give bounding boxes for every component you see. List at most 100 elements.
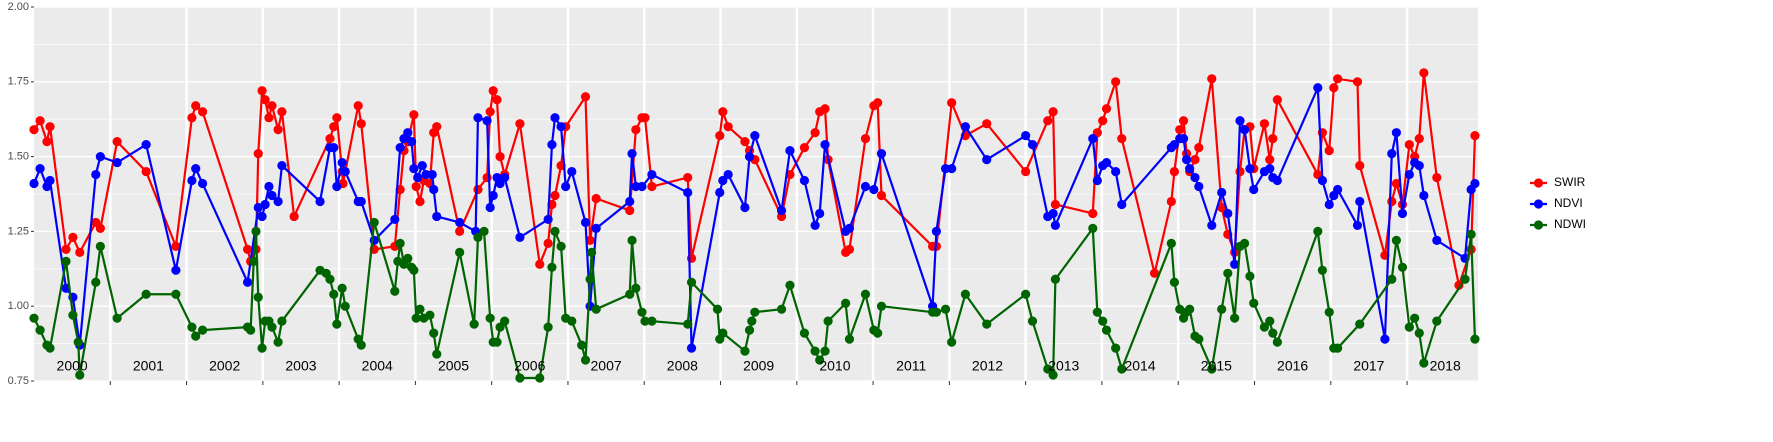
data-point bbox=[500, 316, 510, 326]
data-point bbox=[95, 223, 105, 234]
data-point bbox=[1169, 140, 1180, 150]
data-point bbox=[395, 143, 405, 153]
data-point bbox=[1329, 83, 1339, 93]
data-point bbox=[1111, 343, 1121, 353]
data-point bbox=[395, 238, 405, 248]
data-point bbox=[1414, 328, 1424, 338]
data-point bbox=[75, 370, 85, 380]
data-point bbox=[1419, 68, 1429, 78]
data-point bbox=[1265, 154, 1275, 165]
data-point bbox=[815, 208, 825, 219]
data-point bbox=[469, 319, 479, 329]
data-point bbox=[1249, 184, 1259, 195]
data-point bbox=[1268, 328, 1278, 338]
data-point bbox=[187, 175, 197, 186]
data-point bbox=[860, 134, 871, 144]
data-point bbox=[1419, 358, 1429, 368]
data-point bbox=[683, 172, 693, 183]
data-point bbox=[29, 125, 39, 135]
data-point bbox=[42, 137, 52, 147]
data-point bbox=[485, 202, 495, 213]
data-point bbox=[1166, 196, 1176, 207]
data-point bbox=[35, 116, 45, 126]
data-point bbox=[1111, 77, 1121, 87]
data-point bbox=[1355, 196, 1365, 207]
data-point bbox=[112, 137, 122, 147]
data-point bbox=[492, 337, 502, 347]
data-point bbox=[273, 337, 283, 347]
data-point bbox=[273, 125, 283, 135]
data-point bbox=[543, 322, 553, 332]
data-point bbox=[1117, 134, 1127, 144]
data-point bbox=[411, 181, 421, 192]
data-point bbox=[1230, 259, 1240, 269]
data-point bbox=[1355, 319, 1365, 329]
data-point bbox=[820, 140, 830, 150]
data-point bbox=[1414, 160, 1424, 171]
data-point bbox=[844, 244, 855, 254]
data-point bbox=[427, 169, 437, 180]
data-point bbox=[253, 292, 263, 302]
data-point bbox=[718, 107, 728, 117]
data-point bbox=[390, 214, 400, 225]
data-point bbox=[29, 178, 39, 189]
data-point bbox=[277, 107, 287, 117]
year-label: 2000 bbox=[57, 358, 88, 374]
data-point bbox=[683, 319, 693, 329]
labels: 0.75 1.00 1.25 1.50 1.75 2.00 2000 2001 2002 2003… bbox=[8, 1, 1586, 387]
data-point bbox=[73, 337, 83, 347]
data-point bbox=[686, 343, 697, 353]
data-point bbox=[810, 346, 820, 356]
data-point bbox=[515, 119, 525, 129]
data-point bbox=[982, 119, 992, 129]
data-point bbox=[1272, 95, 1282, 105]
data-point bbox=[627, 149, 637, 159]
data-point bbox=[45, 343, 55, 353]
data-point bbox=[550, 113, 560, 123]
data-point bbox=[561, 181, 571, 192]
data-point bbox=[403, 128, 413, 138]
data-point bbox=[1272, 175, 1282, 186]
data-point bbox=[515, 373, 525, 383]
data-point bbox=[823, 316, 833, 326]
data-point bbox=[841, 298, 851, 308]
data-point bbox=[1050, 220, 1061, 231]
data-point bbox=[1021, 131, 1031, 141]
data-point bbox=[251, 226, 261, 236]
data-point bbox=[1333, 74, 1343, 84]
data-point bbox=[686, 277, 697, 287]
data-point bbox=[647, 316, 657, 326]
year-label: 2006 bbox=[514, 358, 545, 374]
y-tick-label: 1.25 bbox=[8, 225, 29, 237]
data-point bbox=[625, 205, 635, 216]
data-point bbox=[1391, 128, 1401, 138]
data-point bbox=[1265, 316, 1275, 326]
data-point bbox=[1391, 178, 1401, 189]
data-point bbox=[1217, 304, 1227, 314]
data-point bbox=[785, 146, 795, 156]
data-point bbox=[257, 211, 267, 222]
data-point bbox=[1194, 143, 1204, 153]
data-point bbox=[1387, 149, 1397, 159]
legend-key-point bbox=[1533, 178, 1544, 188]
data-point bbox=[820, 346, 830, 356]
data-point bbox=[191, 331, 201, 341]
data-point bbox=[332, 319, 342, 329]
data-point bbox=[718, 328, 728, 338]
data-point bbox=[197, 107, 208, 117]
data-point bbox=[45, 175, 55, 186]
year-label: 2018 bbox=[1430, 358, 1461, 374]
data-point bbox=[257, 86, 267, 96]
data-point bbox=[640, 316, 650, 326]
year-label: 2017 bbox=[1353, 358, 1384, 374]
year-label: 2015 bbox=[1201, 358, 1232, 374]
data-point bbox=[1387, 196, 1397, 207]
data-point bbox=[267, 190, 277, 201]
data-point bbox=[591, 193, 601, 204]
data-point bbox=[95, 241, 105, 251]
data-point bbox=[515, 232, 525, 242]
data-point bbox=[1175, 304, 1185, 314]
data-point bbox=[550, 190, 560, 201]
data-point bbox=[432, 349, 442, 359]
data-point bbox=[1235, 116, 1245, 126]
